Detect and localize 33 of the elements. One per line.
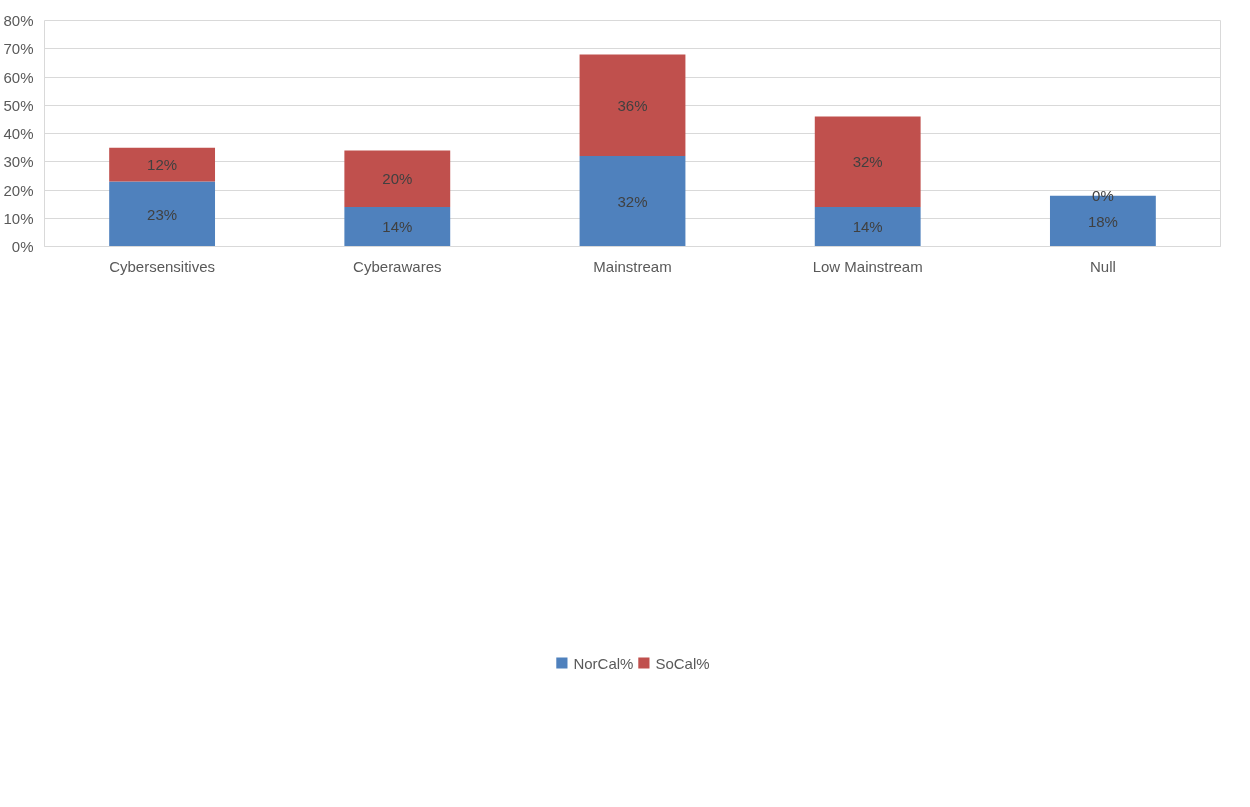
data-label: 23% (147, 205, 178, 223)
bar (579, 54, 686, 157)
data-label: 14% (382, 218, 413, 236)
y-tick-label: 10% (3, 209, 34, 227)
bar (814, 116, 921, 207)
data-label: 14% (852, 218, 883, 236)
bar (344, 150, 451, 207)
x-tick-label: Cyberawares (353, 257, 442, 275)
bar (109, 147, 216, 182)
y-tick-label: 20% (3, 181, 34, 199)
data-label: 36% (617, 96, 648, 114)
y-tick-label: 30% (3, 153, 34, 171)
x-tick-label: Low Mainstream (812, 257, 923, 275)
x-tick-label: Cybersensitives (109, 257, 216, 275)
y-tick-label: 60% (3, 68, 34, 86)
y-tick-label: 40% (3, 125, 34, 142)
data-label: 18% (1087, 212, 1118, 230)
data-label: 32% (852, 153, 883, 171)
data-label: 12% (147, 156, 178, 174)
y-tick-label: 50% (3, 96, 34, 114)
y-tick-label: 80% (3, 12, 34, 29)
data-label: 32% (617, 192, 648, 210)
legend-label: SoCal% (655, 654, 710, 672)
bar (109, 181, 216, 247)
bar (579, 156, 686, 247)
x-tick-label: Null (1089, 257, 1116, 275)
bar (814, 206, 921, 247)
data-label: 20% (382, 170, 413, 188)
x-tick-label: Mainstream (593, 257, 672, 275)
y-tick-label: 0% (11, 238, 34, 255)
legend-label: NorCal% (573, 654, 634, 672)
y-tick-label: 70% (3, 40, 34, 58)
bar (344, 206, 451, 247)
